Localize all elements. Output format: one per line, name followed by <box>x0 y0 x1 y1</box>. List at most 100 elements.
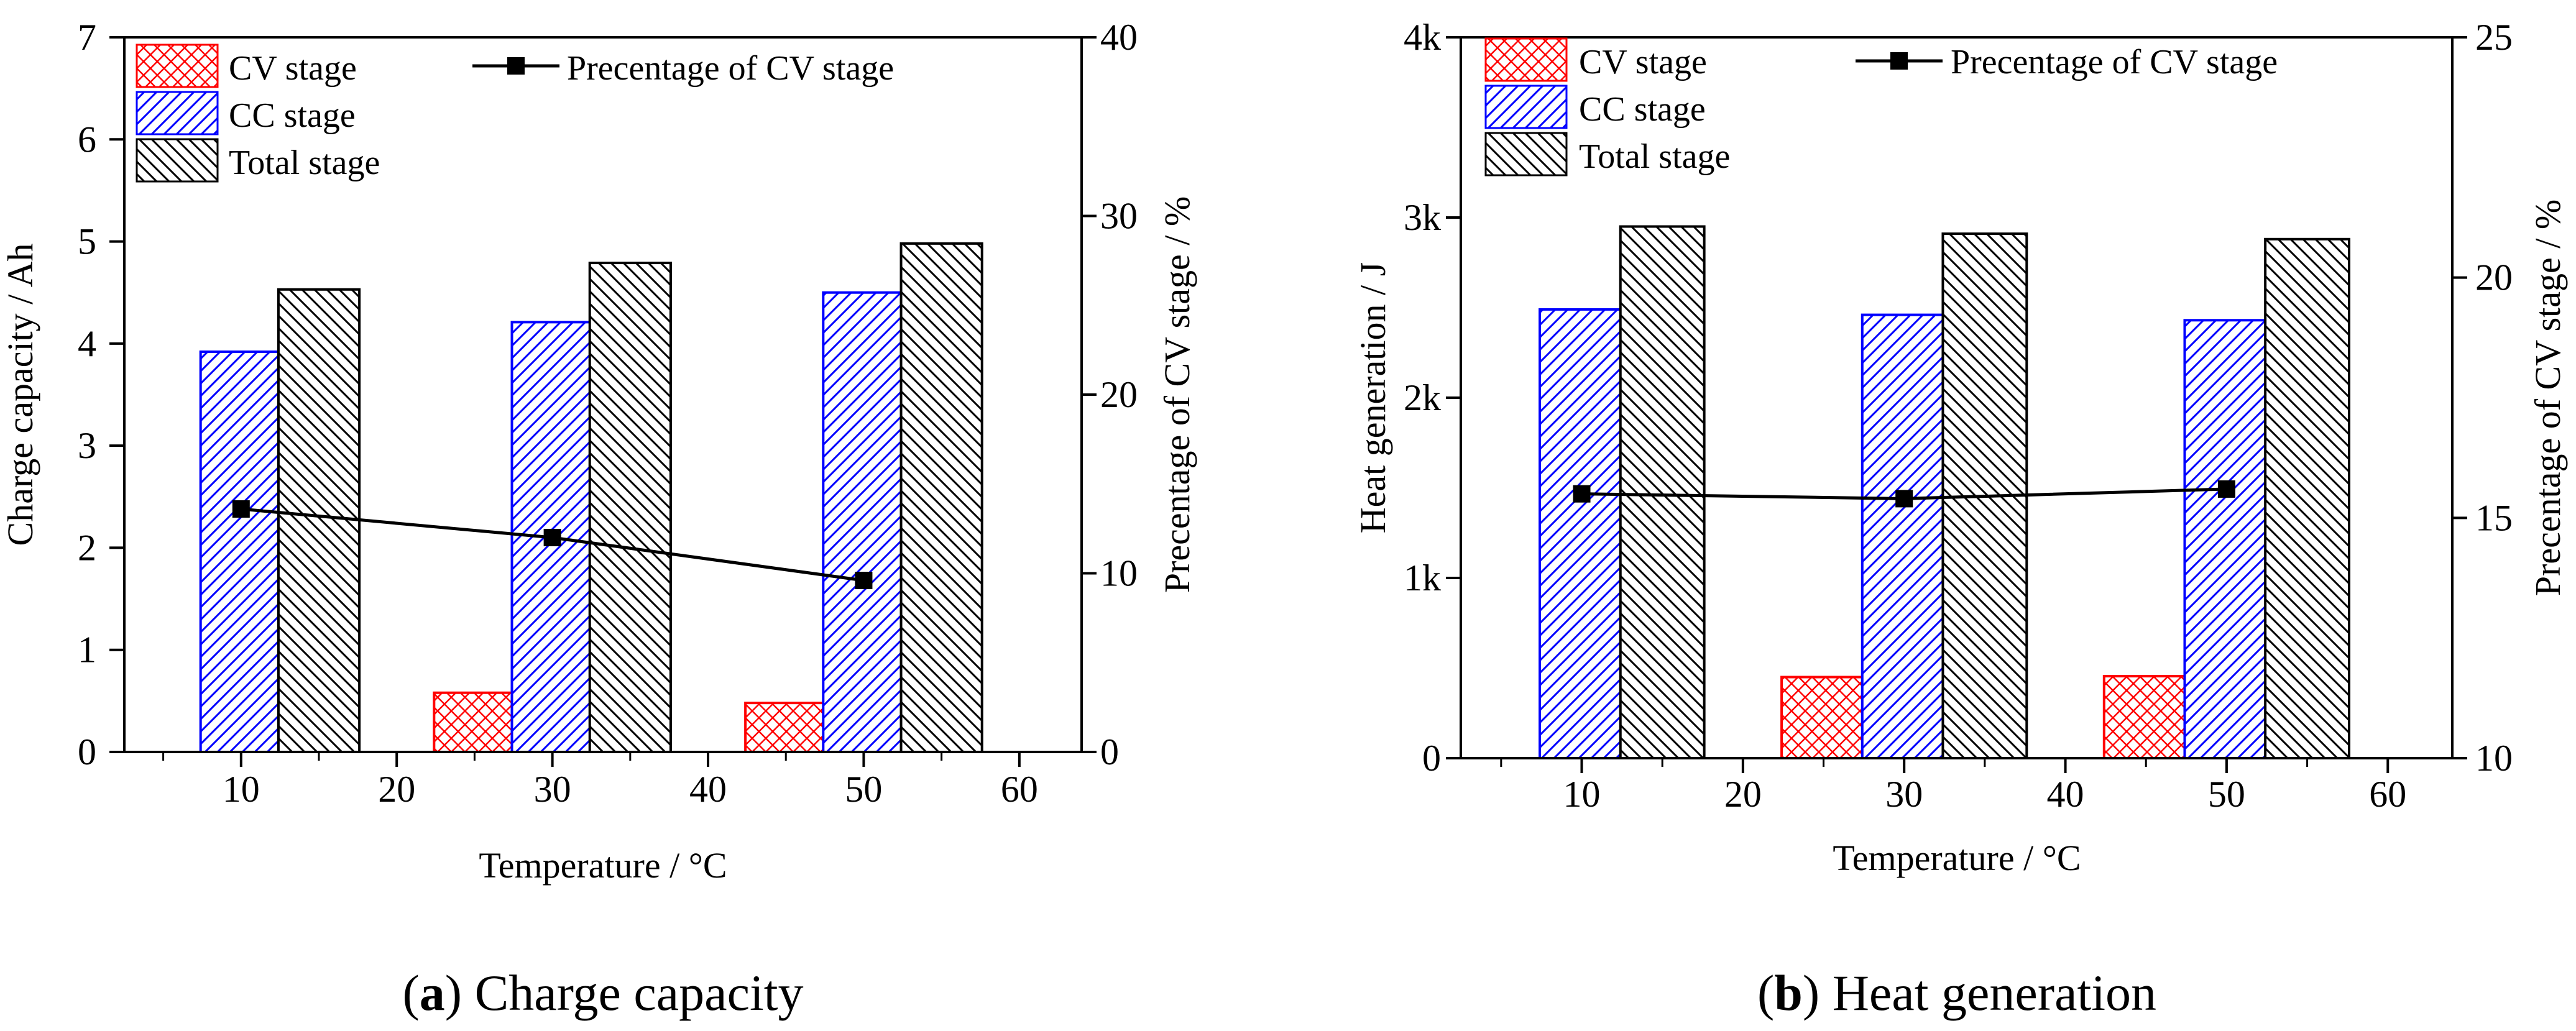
legend-label-line-a: Precentage of CV stage <box>567 49 894 88</box>
bar-cv-b-1 <box>1780 676 1867 759</box>
caption-letter-a: a <box>420 965 445 1021</box>
x-axis-label-a: Temperature / °C <box>479 845 727 886</box>
x-tick-label-b: 40 <box>2047 774 2084 815</box>
bar-total-a-1 <box>588 262 672 754</box>
bar-cv-b-2 <box>2102 675 2189 760</box>
legend-label-cv-b: CV stage <box>1579 43 1707 81</box>
legend-label-cc-a: CC stage <box>229 96 356 135</box>
caption-letter-b: b <box>1774 965 1803 1021</box>
y2-axis-label-b: Precentage of CV stage / % <box>2528 199 2568 596</box>
bar-total-a-2 <box>899 242 983 754</box>
percentage-marker-a-2 <box>855 572 873 589</box>
tick-labels-a: 10 20 30 40 50 60 0 1 2 3 4 5 6 7 0 10 20 30 40 <box>78 17 1138 810</box>
y2-axis-label-a: Precentage of CV stage / % <box>1157 196 1197 593</box>
tick-labels-b: 10 20 30 40 50 60 0 1k 2k 3k 4k 10 15 20 25 <box>1404 17 2513 815</box>
x-tick-label-a: 30 <box>534 769 571 810</box>
y-tick-label-a: 3 <box>78 425 96 466</box>
legend-label-total-a: Total stage <box>229 144 380 182</box>
y2-tick-label-a: 10 <box>1100 553 1138 594</box>
legend-swatch-cv-b <box>1484 37 1568 82</box>
legend-label-line-b: Precentage of CV stage <box>1951 43 2278 81</box>
y2-tick-label-b: 25 <box>2475 17 2513 58</box>
legend-item-line-b: Precentage of CV stage <box>1856 43 2278 81</box>
percentage-marker-b-1 <box>1895 490 1913 508</box>
percentage-marker-a-0 <box>232 500 250 518</box>
y2-tick-label-a: 20 <box>1100 374 1138 415</box>
y-tick-label-a: 0 <box>78 731 96 772</box>
legend-item-total-b: Total stage <box>1484 132 1730 176</box>
legend-line-marker-a <box>507 57 525 75</box>
y-tick-label-b: 0 <box>1422 738 1441 779</box>
x-tick-label-b: 10 <box>1563 774 1601 815</box>
bar-total-b-0 <box>1619 225 1706 759</box>
y2-tick-label-a: 0 <box>1100 731 1119 772</box>
legend-line-marker-b <box>1890 52 1908 70</box>
bar-total-a-0 <box>277 288 361 753</box>
y-tick-label-a: 7 <box>78 17 96 58</box>
legend-swatch-cc-a <box>136 91 219 135</box>
legend-b: CV stage CC stage Total stage Precentage… <box>1484 37 2278 176</box>
y2-tick-label-a: 40 <box>1100 17 1138 58</box>
ticks-a <box>109 36 1097 767</box>
y2-tick-label-b: 20 <box>2475 257 2513 298</box>
y2-tick-label-a: 30 <box>1100 196 1138 237</box>
legend-item-line-a: Precentage of CV stage <box>472 49 894 88</box>
x-tick-label-b: 20 <box>1724 774 1762 815</box>
percentage-marker-a-1 <box>543 529 561 546</box>
y-tick-label-a: 6 <box>78 119 96 160</box>
y-tick-label-b: 3k <box>1404 197 1441 238</box>
legend-label-cc-b: CC stage <box>1579 90 1706 129</box>
y-tick-label-a: 2 <box>78 527 96 568</box>
y-axis-label-a: Charge capacity / Ah <box>0 244 40 546</box>
percentage-marker-b-0 <box>1573 485 1591 503</box>
bar-cc-a-0 <box>199 351 283 753</box>
bar-cc-b-1 <box>1861 313 1948 760</box>
caption-text-b: Heat generation <box>1833 965 2156 1021</box>
x-tick-label-a: 10 <box>223 769 260 810</box>
legend-item-cc-b: CC stage <box>1484 85 1706 129</box>
y-tick-label-a: 4 <box>78 323 96 364</box>
y-tick-label-b: 1k <box>1404 557 1441 598</box>
y-tick-label-a: 1 <box>78 630 96 671</box>
x-tick-label-a: 50 <box>845 769 882 810</box>
y-tick-label-b: 2k <box>1404 377 1441 418</box>
ticks-b <box>1446 36 2467 773</box>
legend-swatch-total-a <box>136 138 219 183</box>
legend-label-cv-a: CV stage <box>229 49 357 88</box>
y2-tick-label-b: 10 <box>2475 738 2513 779</box>
bars-b <box>1539 225 2351 760</box>
bar-total-b-2 <box>2264 237 2351 759</box>
x-tick-label-a: 60 <box>1001 769 1038 810</box>
legend-item-total-a: Total stage <box>136 138 380 183</box>
legend-swatch-cv-a <box>136 44 219 88</box>
panel-a: 10 20 30 40 50 60 0 1 2 3 4 5 6 7 0 10 20 30 40 Temperatur… <box>0 17 1197 1021</box>
x-tick-label-b: 50 <box>2208 774 2245 815</box>
legend-item-cv-b: CV stage <box>1484 37 1707 82</box>
legend-swatch-cc-b <box>1484 85 1568 129</box>
legend-label-total-b: Total stage <box>1579 137 1730 176</box>
caption-b: (b) Heat generation <box>1757 965 2156 1021</box>
bars-a <box>199 242 983 754</box>
bar-cc-b-2 <box>2183 319 2270 759</box>
legend-item-cv-a: CV stage <box>136 44 357 88</box>
legend-swatch-total-b <box>1484 132 1568 176</box>
y-tick-label-a: 5 <box>78 221 96 262</box>
legend-a: CV stage CC stage Total stage Precentage… <box>136 44 894 183</box>
caption-a: (a) Charge capacity <box>402 965 803 1021</box>
bar-cv-a-2 <box>744 702 828 753</box>
percentage-line-a <box>232 500 873 589</box>
x-tick-label-a: 40 <box>689 769 727 810</box>
x-tick-label-a: 20 <box>378 769 415 810</box>
y-axis-label-b: Heat generation / J <box>1353 262 1393 533</box>
y-tick-label-b: 4k <box>1404 17 1441 58</box>
percentage-marker-b-2 <box>2217 480 2235 498</box>
bar-cv-a-1 <box>433 691 517 753</box>
x-tick-label-b: 60 <box>2369 774 2406 815</box>
x-axis-label-b: Temperature / °C <box>1833 838 2081 878</box>
panel-b: 10 20 30 40 50 60 0 1k 2k 3k 4k 10 15 20 25 Temperatur… <box>1353 17 2568 1021</box>
percentage-line-b <box>1573 480 2235 508</box>
y2-tick-label-b: 15 <box>2475 497 2513 538</box>
caption-text-a: Charge capacity <box>475 965 804 1021</box>
bar-cc-b-0 <box>1539 308 1625 759</box>
